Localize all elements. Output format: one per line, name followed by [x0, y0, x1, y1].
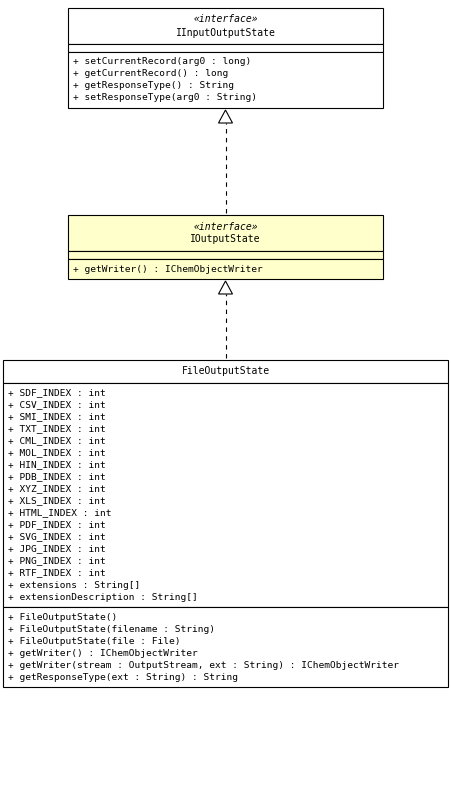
- Text: + PDF_INDEX : int: + PDF_INDEX : int: [8, 520, 106, 530]
- Bar: [68, 8, 383, 44]
- Text: + SDF_INDEX : int: + SDF_INDEX : int: [8, 389, 106, 397]
- Bar: [3, 607, 448, 687]
- Text: + extensions : String[]: + extensions : String[]: [8, 581, 140, 589]
- Bar: [68, 215, 383, 251]
- Text: + FileOutputState(filename : String): + FileOutputState(filename : String): [8, 625, 215, 634]
- Text: + PDB_INDEX : int: + PDB_INDEX : int: [8, 472, 106, 482]
- Text: + XYZ_INDEX : int: + XYZ_INDEX : int: [8, 485, 106, 493]
- Bar: [68, 259, 383, 279]
- Text: + SMI_INDEX : int: + SMI_INDEX : int: [8, 412, 106, 422]
- Text: + CSV_INDEX : int: + CSV_INDEX : int: [8, 401, 106, 409]
- Bar: [68, 251, 383, 259]
- Text: + SVG_INDEX : int: + SVG_INDEX : int: [8, 533, 106, 541]
- Text: + getWriter() : IChemObjectWriter: + getWriter() : IChemObjectWriter: [73, 264, 263, 274]
- Text: + getResponseType() : String: + getResponseType() : String: [73, 82, 234, 91]
- Text: + extensionDescription : String[]: + extensionDescription : String[]: [8, 593, 198, 601]
- Bar: [3, 383, 448, 607]
- Bar: [3, 360, 448, 383]
- Text: «interface»: «interface»: [193, 14, 258, 24]
- Text: + FileOutputState(file : File): + FileOutputState(file : File): [8, 637, 180, 645]
- Text: + RTF_INDEX : int: + RTF_INDEX : int: [8, 568, 106, 578]
- Text: + setResponseType(arg0 : String): + setResponseType(arg0 : String): [73, 94, 257, 102]
- Text: + setCurrentRecord(arg0 : long): + setCurrentRecord(arg0 : long): [73, 57, 251, 66]
- Bar: [68, 52, 383, 108]
- Text: + TXT_INDEX : int: + TXT_INDEX : int: [8, 424, 106, 434]
- Text: + JPG_INDEX : int: + JPG_INDEX : int: [8, 545, 106, 553]
- Text: «interface»: «interface»: [193, 221, 258, 231]
- Text: + FileOutputState(): + FileOutputState(): [8, 612, 117, 622]
- Text: + XLS_INDEX : int: + XLS_INDEX : int: [8, 497, 106, 505]
- Text: FileOutputState: FileOutputState: [181, 367, 270, 376]
- Text: + PNG_INDEX : int: + PNG_INDEX : int: [8, 556, 106, 566]
- Text: + getWriter() : IChemObjectWriter: + getWriter() : IChemObjectWriter: [8, 648, 198, 657]
- Text: + HTML_INDEX : int: + HTML_INDEX : int: [8, 508, 111, 518]
- Text: + CML_INDEX : int: + CML_INDEX : int: [8, 437, 106, 445]
- Text: IInputOutputState: IInputOutputState: [175, 28, 276, 38]
- Bar: [68, 44, 383, 52]
- Text: IOutputState: IOutputState: [190, 235, 261, 245]
- Text: + MOL_INDEX : int: + MOL_INDEX : int: [8, 449, 106, 457]
- Text: + getCurrentRecord() : long: + getCurrentRecord() : long: [73, 69, 228, 79]
- Text: + getResponseType(ext : String) : String: + getResponseType(ext : String) : String: [8, 673, 238, 682]
- Text: + getWriter(stream : OutputStream, ext : String) : IChemObjectWriter: + getWriter(stream : OutputStream, ext :…: [8, 660, 399, 670]
- Text: + HIN_INDEX : int: + HIN_INDEX : int: [8, 460, 106, 470]
